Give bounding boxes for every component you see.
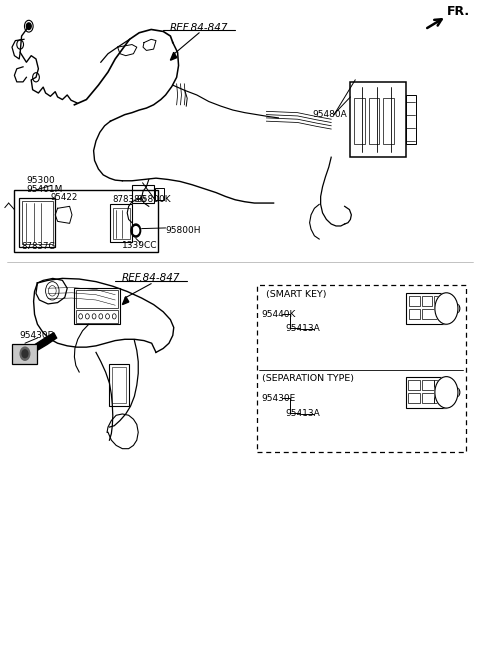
Bar <box>14 190 158 252</box>
Text: 95413A: 95413A <box>286 324 320 333</box>
Circle shape <box>435 293 458 324</box>
Bar <box>408 393 420 403</box>
Bar <box>408 380 420 390</box>
Bar <box>434 380 444 390</box>
Bar <box>406 293 446 324</box>
Bar <box>369 98 379 144</box>
Circle shape <box>22 350 28 358</box>
Bar <box>422 380 434 390</box>
Bar <box>74 288 120 324</box>
Text: 95480A: 95480A <box>312 110 347 119</box>
Bar <box>110 204 132 242</box>
Bar <box>76 290 118 308</box>
Bar <box>12 344 37 364</box>
Polygon shape <box>170 52 177 60</box>
Circle shape <box>20 347 30 360</box>
Bar <box>354 98 365 144</box>
Bar <box>422 296 432 306</box>
Text: 1339CC: 1339CC <box>122 241 158 250</box>
Bar <box>132 185 154 203</box>
Bar <box>109 364 129 406</box>
Text: 95422: 95422 <box>50 193 78 202</box>
Circle shape <box>435 377 458 408</box>
Circle shape <box>131 224 141 237</box>
Polygon shape <box>29 333 57 354</box>
Text: 87837G: 87837G <box>22 242 56 252</box>
Text: 95430E: 95430E <box>262 394 296 403</box>
Bar <box>422 393 434 403</box>
Circle shape <box>133 227 139 234</box>
Bar <box>350 82 406 157</box>
Text: 95413A: 95413A <box>286 409 320 419</box>
Text: 95430D: 95430D <box>19 331 55 340</box>
Bar <box>409 309 420 319</box>
Bar <box>383 98 394 144</box>
Bar <box>76 310 118 323</box>
Text: (SEPARATION TYPE): (SEPARATION TYPE) <box>262 374 354 383</box>
Circle shape <box>26 23 31 29</box>
Text: 95800H: 95800H <box>166 226 201 235</box>
Bar <box>434 393 444 403</box>
Text: 95440K: 95440K <box>262 310 296 319</box>
Text: (SMART KEY): (SMART KEY) <box>266 290 327 299</box>
Bar <box>434 296 443 306</box>
Text: REF.84-847: REF.84-847 <box>122 273 180 284</box>
Text: 95800K: 95800K <box>137 195 171 204</box>
Bar <box>19 198 55 247</box>
Bar <box>112 367 126 403</box>
Text: REF.84-847: REF.84-847 <box>170 22 228 33</box>
Bar <box>155 188 164 200</box>
Text: 95401M: 95401M <box>26 185 63 195</box>
Text: FR.: FR. <box>446 5 469 18</box>
Bar <box>406 377 446 408</box>
Polygon shape <box>122 297 129 305</box>
Bar <box>22 201 53 244</box>
Text: 95300: 95300 <box>26 176 55 185</box>
Text: 87838G: 87838G <box>113 195 147 204</box>
Bar <box>409 296 420 306</box>
Bar <box>406 95 416 144</box>
Bar <box>422 309 445 319</box>
Bar <box>257 285 466 452</box>
Bar <box>113 208 130 239</box>
